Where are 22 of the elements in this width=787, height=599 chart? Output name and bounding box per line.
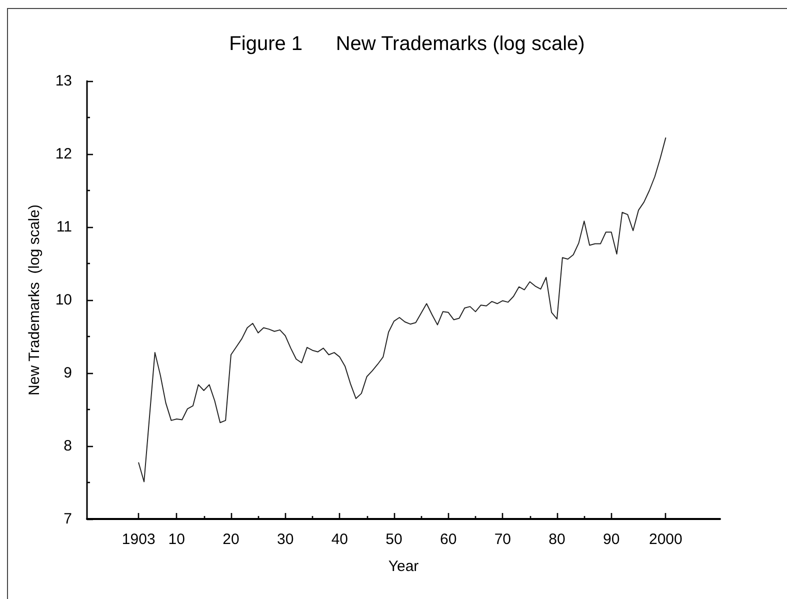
x-tick-label: 50: [386, 531, 402, 548]
x-tick-label: 80: [548, 531, 566, 548]
x-axis-title: Year: [388, 558, 419, 575]
x-tick-label: 2000: [648, 531, 682, 548]
x-tick-label: 70: [494, 531, 512, 548]
x-tick-label: 10: [168, 531, 185, 548]
y-tick-label: 7: [64, 510, 72, 528]
y-tick-label: 9: [64, 364, 72, 382]
x-tick-label: 20: [222, 531, 240, 548]
y-tick-label: 10: [55, 292, 72, 308]
x-tick-label: 40: [331, 531, 348, 548]
x-tick-label: 1903: [122, 531, 156, 548]
y-tick-label: 11: [56, 218, 72, 236]
x-tick-label: 60: [440, 531, 457, 548]
y-axis-title: New Trademarks (log scale): [26, 204, 43, 396]
line-series: [138, 137, 666, 482]
y-tick-label: 12: [55, 146, 72, 162]
y-tick-label: 8: [64, 438, 72, 454]
chart-title: Figure 1 New Trademarks (log scale): [229, 33, 585, 55]
y-tick-label: 13: [55, 72, 72, 90]
x-tick-label: 30: [276, 531, 294, 548]
x-tick-label: 90: [602, 531, 620, 548]
